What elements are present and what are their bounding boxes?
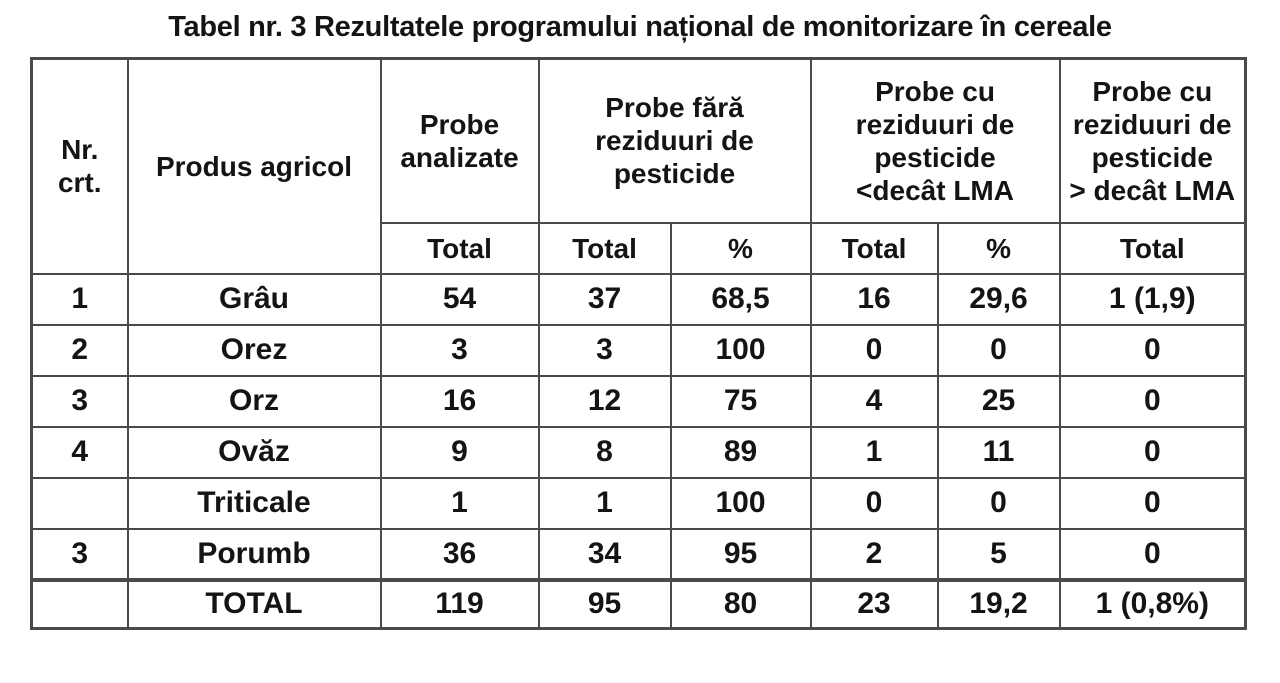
cell-cu-peste-total: 0: [1058, 527, 1247, 581]
cell-cu-peste-total: 0: [1058, 425, 1247, 479]
cell-analizate-total: 16: [379, 374, 540, 428]
cell-analizate-total: 3: [379, 323, 540, 377]
results-table: Nr. crt. Produs agricol Probe analizate …: [30, 57, 1248, 630]
subheader-cu-sub-total: Total: [809, 221, 939, 275]
table-title: Tabel nr. 3 Rezultatele programului nați…: [168, 11, 1112, 43]
cell-nr: 2: [30, 323, 129, 377]
cell-fara-pct: 95: [669, 527, 812, 581]
cell-fara-total: 37: [537, 272, 672, 326]
cell-nr: 4: [30, 425, 129, 479]
cell-cu-sub-pct: 0: [936, 476, 1061, 530]
cell-cu-sub-pct: 29,6: [936, 272, 1061, 326]
cell-produs: Triticale: [126, 476, 382, 530]
cell-cu-peste-total: 1 (1,9): [1058, 272, 1247, 326]
cell-cu-peste-total: 1 (0,8%): [1058, 577, 1247, 630]
cell-fara-total: 34: [537, 527, 672, 581]
subheader-fara-pct: %: [669, 221, 812, 275]
cell-cu-peste-total: 0: [1058, 476, 1247, 530]
cell-analizate-total: 36: [379, 527, 540, 581]
row-triticale: Triticale 1 1 100 0 0 0: [30, 476, 1247, 530]
header-row-subtotals: Total Total % Total % Total: [32, 221, 1247, 275]
cell-nr: [30, 476, 129, 530]
cell-fara-pct: 100: [669, 323, 812, 377]
header-probe-analizate: Probe analizate: [379, 57, 540, 224]
cell-produs: Grâu: [126, 272, 382, 326]
row-orz: 3 Orz 16 12 75 4 25 0: [30, 374, 1247, 428]
row-orez: 2 Orez 3 3 100 0 0 0: [30, 323, 1247, 377]
cell-cu-peste-total: 0: [1058, 323, 1247, 377]
subheader-analizate-total: Total: [379, 221, 540, 275]
cell-produs: Orez: [126, 323, 382, 377]
header-produs-agricol: Produs agricol: [126, 57, 382, 275]
cell-cu-sub-total: 4: [809, 374, 939, 428]
cell-cu-sub-pct: 11: [936, 425, 1061, 479]
row-grau: 1 Grâu 54 37 68,5 16 29,6 1 (1,9): [30, 272, 1247, 326]
row-ovaz: 4 Ovăz 9 8 89 1 11 0: [30, 425, 1247, 479]
subheader-cu-peste-total: Total: [1058, 221, 1247, 275]
header-nr-crt: Nr. crt.: [30, 57, 129, 275]
cell-fara-total: 8: [537, 425, 672, 479]
subheader-fara-total: Total: [537, 221, 672, 275]
header-probe-cu-reziduuri-sub-lma: Probe cu reziduuri de pesticide <decât L…: [809, 57, 1061, 224]
cell-fara-pct: 75: [669, 374, 812, 428]
cell-cu-sub-pct: 5: [936, 527, 1061, 581]
cell-fara-total: 12: [537, 374, 672, 428]
cell-cu-sub-total: 1: [809, 425, 939, 479]
cell-fara-pct: 68,5: [669, 272, 812, 326]
cell-analizate-total: 9: [379, 425, 540, 479]
cell-cu-sub-total: 16: [809, 272, 939, 326]
cell-fara-pct: 89: [669, 425, 812, 479]
cell-cu-sub-pct: 25: [936, 374, 1061, 428]
cell-analizate-total: 1: [379, 476, 540, 530]
cell-analizate-total: 54: [379, 272, 540, 326]
cell-nr: 3: [30, 374, 129, 428]
cell-analizate-total: 119: [379, 577, 540, 630]
subheader-cu-sub-pct: %: [936, 221, 1061, 275]
cell-nr: 1: [30, 272, 129, 326]
cell-fara-total: 3: [537, 323, 672, 377]
cell-cu-peste-total: 0: [1058, 374, 1247, 428]
cell-cu-sub-total: 0: [809, 323, 939, 377]
row-porumb: 3 Porumb 36 34 95 2 5 0: [30, 527, 1247, 581]
cell-produs: Porumb: [126, 527, 382, 581]
cell-cu-sub-pct: 19,2: [936, 577, 1061, 630]
cell-produs: TOTAL: [126, 577, 382, 630]
header-probe-cu-reziduuri-peste-lma: Probe cu reziduuri de pesticide > decât …: [1058, 57, 1247, 224]
cell-cu-sub-total: 2: [809, 527, 939, 581]
row-total: TOTAL 119 95 80 23 19,2 1 (0,8%): [30, 577, 1247, 630]
cell-produs: Orz: [126, 374, 382, 428]
cell-nr: 3: [30, 527, 129, 581]
cell-produs: Ovăz: [126, 425, 382, 479]
cell-fara-pct: 100: [669, 476, 812, 530]
cell-fara-total: 1: [537, 476, 672, 530]
cell-nr: [30, 577, 129, 630]
header-probe-fara-reziduuri: Probe fără reziduuri de pesticide: [537, 57, 812, 224]
cell-fara-pct: 80: [669, 577, 812, 630]
cell-cu-sub-pct: 0: [936, 323, 1061, 377]
header-row-groups: Nr. crt. Produs agricol Probe analizate …: [30, 57, 1247, 275]
cell-cu-sub-total: 23: [809, 577, 939, 630]
cell-fara-total: 95: [537, 577, 672, 630]
cell-cu-sub-total: 0: [809, 476, 939, 530]
